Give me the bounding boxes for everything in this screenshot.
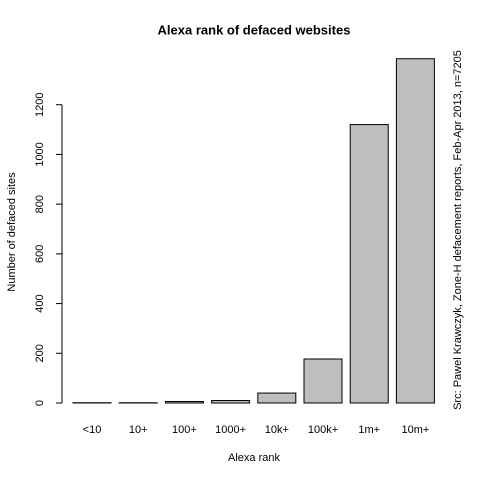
- x-tick-label: 10k+: [265, 424, 289, 436]
- y-tick-label: 1000: [34, 142, 46, 166]
- bar: [211, 400, 251, 404]
- y-tick-label: 800: [34, 195, 46, 213]
- bar: [349, 124, 389, 404]
- bar: [303, 358, 343, 404]
- y-tick-label: 400: [34, 294, 46, 312]
- x-tick-label: 1m+: [358, 424, 380, 436]
- bar: [257, 392, 297, 404]
- y-tick-label: 0: [34, 400, 46, 406]
- x-tick-label: <10: [83, 424, 102, 436]
- x-tick-label: 100k+: [308, 424, 338, 436]
- annotation: Src: Pawel Krawczyk, Zone-H defacement r…: [452, 50, 464, 410]
- y-tick-label: 200: [34, 344, 46, 362]
- y-axis-label: Number of defaced sites: [6, 172, 18, 292]
- bar: [164, 401, 204, 404]
- y-tick-label: 1200: [34, 92, 46, 116]
- x-tick-label: 10m+: [401, 424, 429, 436]
- chart-title: Alexa rank of defaced websites: [158, 22, 351, 37]
- x-tick-label: 100+: [172, 424, 197, 436]
- x-axis-label: Alexa rank: [228, 452, 280, 464]
- bar: [395, 58, 435, 404]
- y-tick-label: 600: [34, 245, 46, 263]
- x-tick-label: 1000+: [215, 424, 246, 436]
- x-tick-label: 10+: [129, 424, 148, 436]
